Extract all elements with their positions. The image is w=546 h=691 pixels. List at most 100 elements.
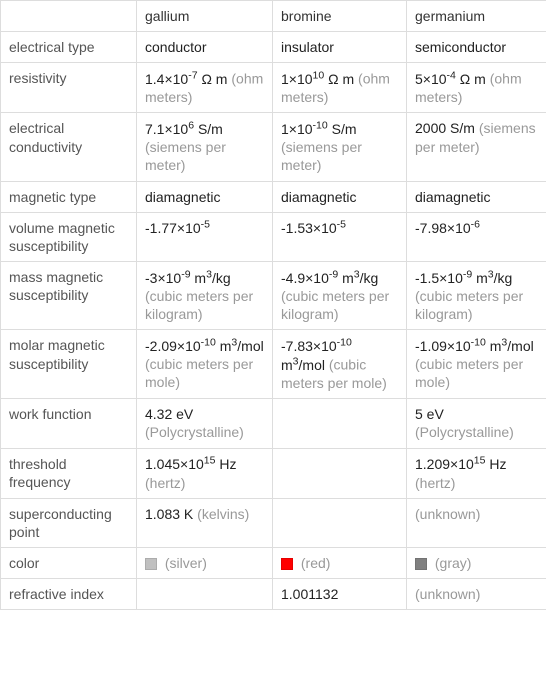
cell-value: 4.32 eV bbox=[145, 406, 193, 422]
cell-value: -4.9×10-9 m3/kg bbox=[281, 270, 378, 286]
table-row: volume magnetic susceptibility -1.77×10-5… bbox=[1, 212, 546, 261]
row-label: refractive index bbox=[1, 579, 137, 610]
header-cell-bromine: bromine bbox=[273, 1, 407, 32]
cell-unit: (cubic meters per kilogram) bbox=[281, 288, 389, 322]
cell-value: 5 eV bbox=[415, 406, 444, 422]
cell-value: diamagnetic bbox=[281, 189, 357, 205]
table-row: resistivity1.4×10-7 Ω m (ohm meters)1×10… bbox=[1, 63, 546, 113]
table-row: refractive index 1.001132 (unknown) bbox=[1, 579, 546, 610]
data-cell: 1.001132 bbox=[273, 579, 407, 610]
data-cell: 1.045×1015 Hz (hertz) bbox=[137, 448, 273, 498]
cell-value: 2000 S/m bbox=[415, 120, 475, 136]
data-cell: diamagnetic bbox=[137, 181, 273, 212]
data-cell: 5 eV (Polycrystalline) bbox=[407, 399, 546, 448]
row-label: resistivity bbox=[1, 63, 137, 113]
data-cell bbox=[273, 498, 407, 547]
cell-unit: (cubic meters per kilogram) bbox=[145, 288, 253, 322]
data-cell: 4.32 eV (Polycrystalline) bbox=[137, 399, 273, 448]
header-cell-germanium: germanium bbox=[407, 1, 546, 32]
table-row: electrical type conductor insulator semicon… bbox=[1, 32, 546, 63]
table-row: mass magnetic susceptibility-3×10-9 m3/k… bbox=[1, 262, 546, 330]
row-label: color bbox=[1, 548, 137, 579]
data-cell: -1.09×10-10 m3/mol (cubic meters per mol… bbox=[407, 330, 546, 399]
table-row: work function4.32 eV (Polycrystalline)5 … bbox=[1, 399, 546, 448]
properties-table: gallium bromine germanium electrical typ… bbox=[0, 0, 546, 610]
data-cell: -7.98×10-6 bbox=[407, 212, 546, 261]
cell-unit: (unknown) bbox=[415, 506, 480, 522]
cell-value: 7.1×106 S/m bbox=[145, 121, 223, 137]
cell-value: insulator bbox=[281, 39, 334, 55]
cell-unit: (silver) bbox=[165, 555, 207, 571]
cell-unit: (gray) bbox=[435, 555, 472, 571]
cell-unit: (siemens per meter) bbox=[281, 139, 362, 173]
cell-unit: (red) bbox=[301, 555, 331, 571]
data-cell: conductor bbox=[137, 32, 273, 63]
data-cell bbox=[137, 579, 273, 610]
cell-value: 1×10-10 S/m bbox=[281, 121, 357, 137]
cell-value: diamagnetic bbox=[415, 189, 491, 205]
table-body: gallium bromine germanium electrical typ… bbox=[1, 1, 546, 610]
cell-unit: (siemens per meter) bbox=[145, 139, 226, 173]
table-row: superconducting point1.083 K (kelvins)(u… bbox=[1, 498, 546, 547]
cell-value: 1.209×1015 Hz bbox=[415, 456, 506, 472]
data-cell: 1.4×10-7 Ω m (ohm meters) bbox=[137, 63, 273, 113]
data-cell: insulator bbox=[273, 32, 407, 63]
data-cell: semiconductor bbox=[407, 32, 546, 63]
table-row: molar magnetic susceptibility-2.09×10-10… bbox=[1, 330, 546, 399]
data-cell: -1.53×10-5 bbox=[273, 212, 407, 261]
data-cell: (silver) bbox=[137, 548, 273, 579]
cell-unit: (Polycrystalline) bbox=[415, 424, 514, 440]
cell-value: 1.001132 bbox=[281, 586, 338, 602]
row-label: electrical type bbox=[1, 32, 137, 63]
cell-unit: (cubic meters per mole) bbox=[145, 356, 253, 390]
data-cell: 1.083 K (kelvins) bbox=[137, 498, 273, 547]
cell-unit: (unknown) bbox=[415, 586, 480, 602]
cell-unit: (cubic meters per mole) bbox=[415, 356, 523, 390]
data-cell: -1.5×10-9 m3/kg (cubic meters per kilogr… bbox=[407, 262, 546, 330]
row-label: work function bbox=[1, 399, 137, 448]
cell-value: -1.77×10-5 bbox=[145, 220, 210, 236]
color-swatch bbox=[281, 558, 293, 570]
cell-unit: (cubic meters per kilogram) bbox=[415, 288, 523, 322]
table-row: magnetic type diamagnetic diamagnetic diama… bbox=[1, 181, 546, 212]
row-label: electrical conductivity bbox=[1, 113, 137, 181]
row-label: mass magnetic susceptibility bbox=[1, 262, 137, 330]
data-cell: -7.83×10-10 m3/mol (cubic meters per mol… bbox=[273, 330, 407, 399]
table-row: color (silver) (red) (gray) bbox=[1, 548, 546, 579]
data-cell: diamagnetic bbox=[273, 181, 407, 212]
cell-value: -1.09×10-10 m3/mol bbox=[415, 338, 534, 354]
data-cell: 2000 S/m (siemens per meter) bbox=[407, 113, 546, 181]
cell-unit: (Polycrystalline) bbox=[145, 424, 244, 440]
row-label: volume magnetic susceptibility bbox=[1, 212, 137, 261]
table-row: threshold frequency1.045×1015 Hz (hertz)… bbox=[1, 448, 546, 498]
cell-value: conductor bbox=[145, 39, 206, 55]
cell-value: -3×10-9 m3/kg bbox=[145, 270, 231, 286]
cell-value: -7.98×10-6 bbox=[415, 220, 480, 236]
data-cell bbox=[273, 448, 407, 498]
data-cell: -1.77×10-5 bbox=[137, 212, 273, 261]
data-cell: 7.1×106 S/m (siemens per meter) bbox=[137, 113, 273, 181]
row-label: molar magnetic susceptibility bbox=[1, 330, 137, 399]
color-swatch bbox=[415, 558, 427, 570]
data-cell: -3×10-9 m3/kg (cubic meters per kilogram… bbox=[137, 262, 273, 330]
data-cell: 1×10-10 S/m (siemens per meter) bbox=[273, 113, 407, 181]
cell-value: semiconductor bbox=[415, 39, 506, 55]
row-label: threshold frequency bbox=[1, 448, 137, 498]
header-cell-gallium: gallium bbox=[137, 1, 273, 32]
row-label: superconducting point bbox=[1, 498, 137, 547]
color-swatch bbox=[145, 558, 157, 570]
data-cell: (unknown) bbox=[407, 498, 546, 547]
cell-unit: (hertz) bbox=[145, 475, 185, 491]
data-cell: diamagnetic bbox=[407, 181, 546, 212]
cell-value: 1.4×10-7 Ω m bbox=[145, 71, 227, 87]
cell-unit: (kelvins) bbox=[197, 506, 249, 522]
data-cell: -4.9×10-9 m3/kg (cubic meters per kilogr… bbox=[273, 262, 407, 330]
cell-value: 1.083 K bbox=[145, 506, 193, 522]
cell-value: 1.045×1015 Hz bbox=[145, 456, 236, 472]
row-label: magnetic type bbox=[1, 181, 137, 212]
cell-value: diamagnetic bbox=[145, 189, 221, 205]
data-cell: 1×1010 Ω m (ohm meters) bbox=[273, 63, 407, 113]
data-cell: (gray) bbox=[407, 548, 546, 579]
data-cell: 5×10-4 Ω m (ohm meters) bbox=[407, 63, 546, 113]
data-cell: 1.209×1015 Hz (hertz) bbox=[407, 448, 546, 498]
